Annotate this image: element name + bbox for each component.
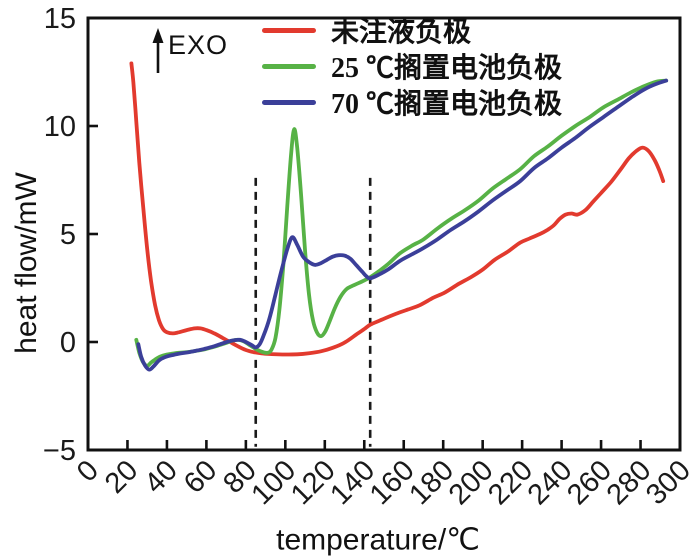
legend: 未注液负极 25 ℃搁置电池负极 70 ℃搁置电池负极 (262, 12, 562, 120)
x-axis-title: temperature/℃ (276, 523, 480, 557)
x-tick-label: 300 (640, 454, 696, 511)
legend-label: 25 ℃搁置电池负极 (331, 53, 563, 84)
x-tick-label: 0 (71, 454, 105, 488)
y-tick-label: 5 (60, 219, 76, 251)
legend-line-red (262, 27, 316, 33)
curve-25c-stored-battery-anode (134, 78, 669, 368)
legend-line-blue (262, 99, 316, 105)
y-tick-label: 10 (44, 111, 76, 143)
curve-uninjected-anode (129, 61, 666, 357)
legend-item-25c-stored-battery-anode: 25 ℃搁置电池负极 (262, 48, 562, 84)
curve-70c-stored-battery-anode (136, 78, 669, 372)
legend-line-green (262, 63, 316, 69)
y-tick-label: 0 (60, 327, 76, 359)
y-tick-label: 15 (44, 3, 76, 35)
y-axis-title: heat flow/mW (10, 172, 43, 354)
legend-label: 70 ℃搁置电池负极 (331, 89, 563, 120)
legend-item-uninjected-anode: 未注液负极 (262, 12, 562, 48)
exo-arrow-head (152, 28, 164, 43)
y-tick-label: −5 (43, 435, 76, 467)
legend-label: 未注液负极 (331, 17, 472, 48)
legend-item-70c-stored-battery-anode: 70 ℃搁置电池负极 (262, 84, 562, 120)
exo-annotation-label: EXO (168, 30, 229, 60)
